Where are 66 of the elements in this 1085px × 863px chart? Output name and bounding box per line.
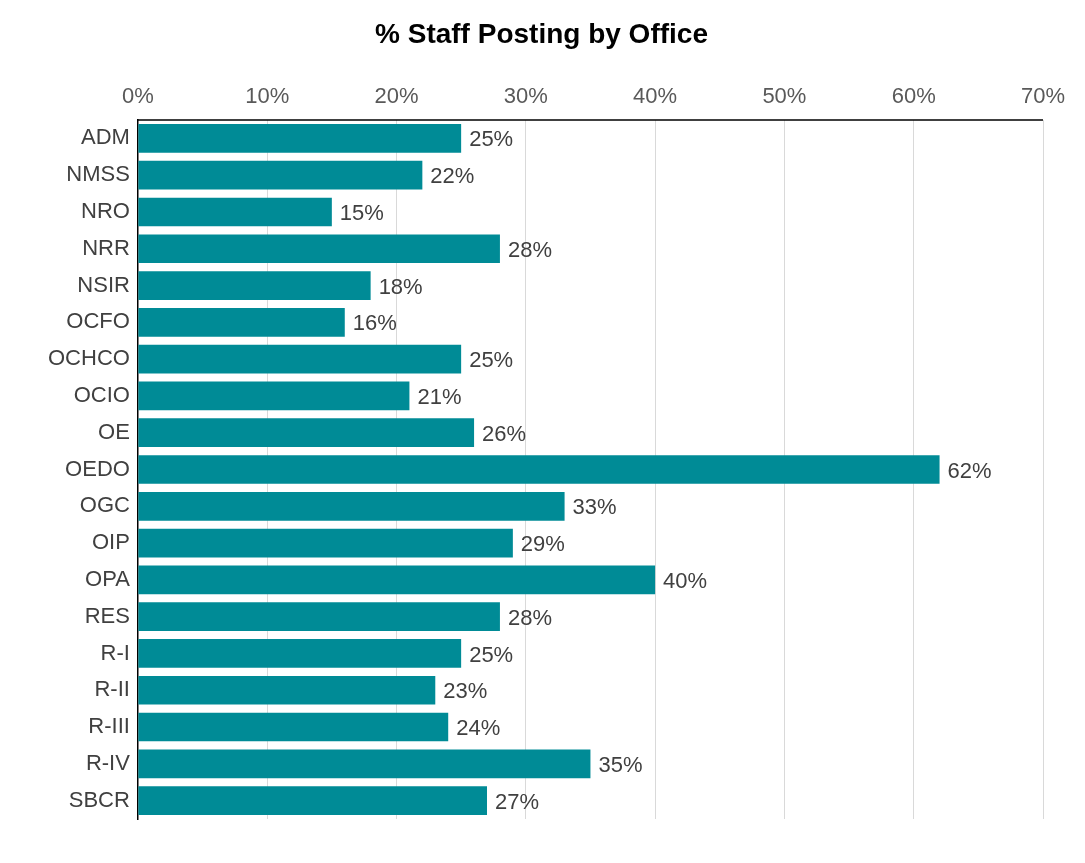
y-tick-label: ADM: [81, 124, 130, 150]
x-tick-label: 60%: [891, 82, 936, 108]
y-tick-label: R-I: [100, 639, 130, 665]
data-label: 24%: [456, 715, 501, 741]
data-label: 33%: [572, 494, 617, 520]
y-tick-label: NRR: [82, 234, 130, 260]
y-tick-label: NMSS: [66, 161, 130, 187]
data-label: 62%: [947, 457, 992, 483]
y-tick-label: NRO: [81, 198, 130, 224]
data-label: 22%: [430, 163, 475, 189]
data-label: 25%: [469, 641, 514, 667]
bar: [138, 271, 371, 300]
data-label: 15%: [339, 200, 384, 226]
bar: [138, 786, 487, 815]
x-tick-label: 30%: [503, 82, 548, 108]
bar: [138, 344, 462, 374]
y-tick-label: R-III: [88, 713, 130, 739]
chart-title: % Staff Posting by Office: [375, 17, 708, 49]
bar: [138, 234, 500, 264]
y-tick-label: OPA: [85, 565, 131, 591]
bar: [138, 528, 513, 558]
data-label: 29%: [520, 531, 565, 557]
bar: [138, 639, 462, 668]
bar: [138, 381, 410, 411]
data-label: 26%: [482, 420, 527, 446]
y-tick-label: R-II: [94, 676, 130, 702]
x-tick-label: 50%: [762, 82, 807, 108]
bar: [138, 602, 500, 632]
bar: [138, 124, 462, 153]
data-label: 16%: [352, 310, 397, 336]
data-label: 28%: [507, 236, 552, 262]
x-tick-label: 40%: [633, 82, 678, 108]
bar: [138, 491, 565, 521]
y-tick-label: OIP: [91, 529, 130, 555]
bar: [138, 565, 656, 595]
data-label: 25%: [469, 126, 514, 152]
bar: [138, 749, 591, 779]
y-tick-label: R-IV: [85, 749, 131, 775]
y-tick-label: RES: [84, 602, 130, 628]
y-tick-label: OCFO: [66, 308, 130, 334]
y-tick-label: OCIO: [73, 381, 130, 407]
bar: [138, 197, 332, 227]
y-tick-label: NSIR: [77, 271, 130, 297]
x-tick-label: 0%: [121, 82, 154, 108]
bar: [138, 675, 436, 705]
data-label: 28%: [507, 604, 552, 630]
data-label: 25%: [469, 347, 514, 373]
bar: [138, 418, 475, 448]
y-tick-label: OE: [98, 418, 130, 444]
data-label: 27%: [495, 788, 540, 814]
bar: [138, 307, 345, 337]
data-label: 21%: [417, 383, 462, 409]
x-tick-label: 10%: [245, 82, 290, 108]
bar: [138, 712, 449, 742]
y-tick-label: OCHCO: [48, 345, 130, 371]
bar: [138, 160, 423, 190]
x-tick-label: 20%: [374, 82, 419, 108]
data-label: 40%: [663, 567, 708, 593]
bar: [138, 455, 940, 484]
data-label: 18%: [378, 273, 423, 299]
y-tick-label: OGC: [79, 492, 130, 518]
y-tick-label: OEDO: [65, 455, 130, 481]
y-tick-label: SBCR: [68, 786, 130, 812]
data-label: 23%: [443, 678, 488, 704]
x-tick-label: 70%: [1020, 82, 1066, 108]
data-label: 35%: [598, 751, 643, 777]
